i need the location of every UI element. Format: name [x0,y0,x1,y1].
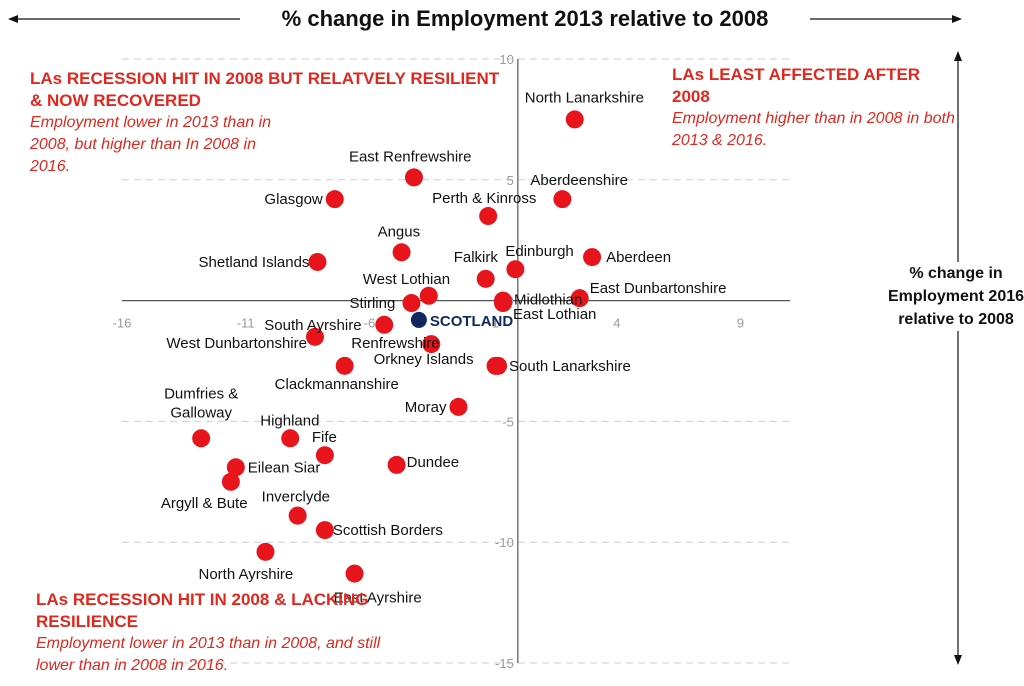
point-dundee [387,455,406,474]
annotation-lacking-resilience-text: Employment lower in 2013 than in 2008, a… [36,635,381,674]
point-west-lothian [419,286,438,305]
point-north-ayrshire [256,542,275,561]
data-points [192,110,602,583]
point-south-ayrshire [375,315,394,334]
y-tick-label: -10 [495,535,514,550]
label-scottish-borders: Scottish Borders [333,522,443,539]
label-highland: Highland [260,412,319,429]
label-clackmannanshire: Clackmannanshire [275,376,399,393]
label-aberdeen: Aberdeen [606,249,671,266]
point-aberdeen [583,248,602,267]
annotation-least-affected-text: Employment higher than in 2008 in both 2… [672,110,955,149]
label-glasgow: Glasgow [264,191,323,208]
point-aberdeenshire [553,190,572,209]
point-dumfries-and-galloway [192,429,211,448]
label-west-dunbartonshire: West Dunbartonshire [166,335,307,352]
x-tick-label: -6 [364,316,376,331]
point-east-ayrshire [345,564,364,583]
label-dundee: Dundee [407,454,460,471]
chart-title: % change in Employment 2013 relative to … [240,4,810,34]
point-east-dunbartonshire [570,289,589,308]
label-south-ayrshire: South Ayrshire [264,317,361,334]
x-tick-label: 4 [613,316,620,331]
label-edinburgh: Edinburgh [505,243,573,260]
point-south-lanarkshire [489,356,508,375]
axes [122,59,790,663]
point-argyll-and-bute [221,472,240,491]
label-angus: Angus [378,223,421,240]
point-renfrewshire [422,335,441,354]
annotation-least-affected-heading: LAs LEAST AFFECTED AFTER 2008 [672,65,921,106]
label-argyll-and-bute: Argyll & Bute [161,495,248,512]
label-line: Dumfries & [164,385,238,402]
label-east-lothian: East Lothian [513,306,596,323]
point-north-lanarkshire [565,110,584,129]
label-scotland: SCOTLAND [430,313,513,330]
point-east-renfrewshire [404,168,423,187]
y-axis-label: % change in Employment 2016 relative to … [886,262,1024,331]
arrow-head-left [8,15,18,23]
annotation-lacking-resilience-heading: LAs RECESSION HIT IN 2008 & LACKING RESI… [36,590,369,631]
point-glasgow [325,190,344,209]
point-clackmannanshire [335,356,354,375]
label-moray: Moray [405,399,447,416]
label-north-lanarkshire: North Lanarkshire [525,89,644,106]
annotation-recovered-heading: LAs RECESSION HIT IN 2008 BUT RELATVELY … [30,69,500,110]
y-tick-label: -15 [495,656,514,671]
y-tick-label: 5 [507,173,514,188]
label-aberdeenshire: Aberdeenshire [530,172,628,189]
y-tick-label: 10 [499,52,513,67]
point-eilean-siar [226,458,245,477]
point-angus [392,243,411,262]
annotation-lacking-resilience: LAs RECESSION HIT IN 2008 & LACKING RESI… [36,589,416,677]
point-west-dunbartonshire [305,327,324,346]
annotation-recovered-text: Employment lower in 2013 than in 2008, b… [30,114,272,175]
tick-labels: -16-11-6-1491050-5-10-15 [113,52,745,671]
label-shetland-islands: Shetland Islands [199,254,310,271]
point-labels: North Lanarkshire East Renfrewshire Aberde… [161,89,727,606]
label-stirling: Stirling [349,295,395,312]
label-perth-and-kinross: Perth & Kinross [432,190,536,207]
label-falkirk: Falkirk [454,249,499,266]
label-renfrewshire: Renfrewshire [351,335,439,352]
point-falkirk [476,269,495,288]
y-tick-label: -5 [502,414,514,429]
arrow-head-up [954,51,962,61]
point-scottish-borders [315,521,334,540]
gridlines [122,58,790,664]
x-tick-label: 9 [737,316,744,331]
annotation-least-affected: LAs LEAST AFFECTED AFTER 2008 Employment… [672,64,962,152]
point-perth-and-kinross [479,207,498,226]
x-tick-label: -11 [237,316,255,331]
arrow-head-right [952,15,962,23]
x-tick-label: -1 [487,316,499,331]
point-highland [281,429,300,448]
point-inverclyde [288,506,307,525]
label-eilean-siar: Eilean Siar [248,459,321,476]
label-dumfries-and-galloway: Dumfries & Galloway [164,385,238,421]
label-east-ayrshire: East Ayrshire [334,590,422,607]
point-edinburgh [506,260,525,279]
point-shetland-islands [308,252,327,271]
point-fife [315,446,334,465]
label-midlothian: Midlothian [514,292,582,309]
label-south-lanarkshire: South Lanarkshire [509,358,631,375]
label-fife: Fife [312,429,337,446]
label-inverclyde: Inverclyde [262,489,330,506]
label-west-lothian: West Lothian [363,271,450,288]
point-stirling [402,294,421,313]
label-north-ayrshire: North Ayrshire [198,566,293,583]
point-scotland [410,311,427,328]
label-east-renfrewshire: East Renfrewshire [349,148,472,165]
annotation-recovered: LAs RECESSION HIT IN 2008 BUT RELATVELY … [30,68,500,178]
x-tick-label: -16 [113,316,132,331]
label-orkney-islands: Orkney Islands [374,351,474,368]
label-line: Galloway [170,404,232,421]
arrow-head-down [954,655,962,665]
point-moray [449,397,468,416]
label-east-dunbartonshire: East Dunbartonshire [590,280,727,297]
point-east-lothian [494,294,513,313]
